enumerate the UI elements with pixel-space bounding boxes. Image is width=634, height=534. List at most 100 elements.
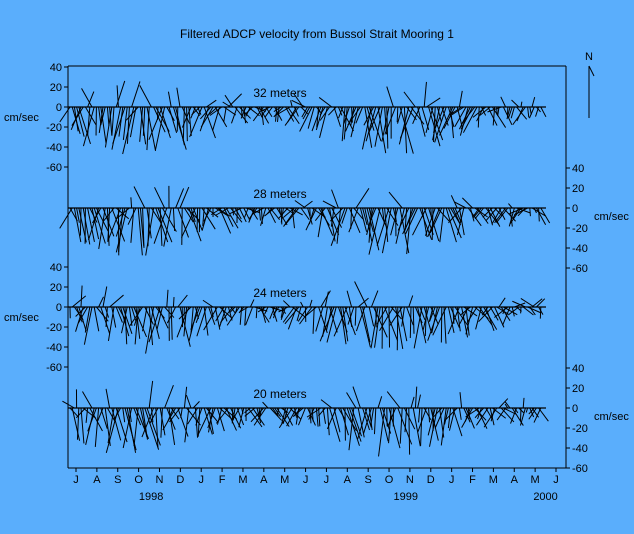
velocity-stick <box>459 306 471 316</box>
velocity-stick <box>494 306 509 318</box>
velocity-stick <box>150 407 154 423</box>
velocity-stick <box>178 306 192 320</box>
velocity-stick <box>104 106 113 148</box>
x-month-label: D <box>427 474 435 486</box>
velocity-stick <box>520 101 523 108</box>
x-year-label: 1998 <box>139 491 163 503</box>
velocity-stick <box>509 207 524 215</box>
velocity-stick <box>71 106 84 126</box>
velocity-stick <box>188 207 202 242</box>
velocity-stick <box>531 96 536 108</box>
velocity-stick <box>519 407 526 426</box>
velocity-stick <box>432 407 443 418</box>
velocity-stick <box>364 106 373 148</box>
velocity-stick <box>368 106 382 142</box>
velocity-stick <box>127 207 137 225</box>
panel-20-meters: 40 20 0 -20 -40 -60 cm/sec 20 meters <box>62 363 629 475</box>
velocity-stick <box>230 106 238 124</box>
velocity-stick <box>412 207 427 236</box>
velocity-stick <box>337 106 343 116</box>
velocity-stick <box>522 306 534 316</box>
velocity-stick <box>189 106 203 138</box>
velocity-stick <box>257 306 267 313</box>
x-month-label: M <box>280 474 289 486</box>
velocity-stick <box>338 106 344 119</box>
velocity-stick <box>145 306 155 354</box>
velocity-stick <box>378 407 386 457</box>
velocity-stick <box>91 207 100 240</box>
velocity-stick <box>384 106 397 135</box>
velocity-stick <box>210 207 223 216</box>
velocity-stick <box>479 106 491 116</box>
velocity-stick <box>129 306 144 327</box>
velocity-stick <box>487 106 502 113</box>
velocity-stick <box>445 207 457 243</box>
velocity-stick <box>76 106 85 137</box>
velocity-stick <box>183 386 188 409</box>
velocity-stick <box>159 207 163 246</box>
velocity-stick <box>368 306 375 327</box>
velocity-stick <box>277 106 280 123</box>
velocity-stick <box>330 207 346 246</box>
velocity-stick <box>148 306 154 346</box>
velocity-stick <box>139 85 152 108</box>
velocity-stick <box>216 407 225 432</box>
velocity-stick <box>329 207 336 242</box>
velocity-stick <box>106 106 110 127</box>
velocity-stick <box>168 407 176 446</box>
x-month-label: M <box>531 474 540 486</box>
velocity-stick <box>280 306 287 314</box>
velocity-stick <box>176 87 181 108</box>
velocity-stick <box>364 207 373 242</box>
velocity-stick <box>514 207 528 216</box>
x-month-label: A <box>511 474 519 486</box>
velocity-stick <box>202 299 214 308</box>
velocity-stick <box>259 407 262 417</box>
velocity-stick <box>474 207 488 218</box>
north-label: N <box>585 51 593 63</box>
velocity-stick <box>423 306 432 334</box>
velocity-stick <box>222 101 231 108</box>
velocity-stick <box>447 306 455 333</box>
velocity-stick <box>340 306 347 345</box>
velocity-stick <box>481 306 489 316</box>
velocity-stick <box>346 290 353 308</box>
velocity-stick <box>199 106 212 120</box>
velocity-stick <box>434 106 447 143</box>
velocity-stick <box>278 207 289 219</box>
velocity-stick <box>448 207 462 224</box>
velocity-stick <box>366 207 375 235</box>
velocity-stick <box>399 407 403 444</box>
velocity-stick <box>226 306 240 326</box>
velocity-stick <box>318 407 326 417</box>
velocity-stick <box>112 106 126 144</box>
velocity-stick <box>319 106 331 121</box>
velocity-stick <box>80 285 83 308</box>
velocity-stick <box>498 398 509 409</box>
velocity-stick <box>397 207 410 231</box>
velocity-stick <box>329 407 341 442</box>
velocity-stick <box>540 106 547 118</box>
velocity-stick <box>406 306 414 326</box>
velocity-stick <box>187 407 199 425</box>
velocity-stick <box>115 306 123 323</box>
velocity-stick <box>461 197 473 209</box>
velocity-stick <box>102 207 115 223</box>
velocity-stick <box>157 306 169 329</box>
velocity-stick <box>410 396 415 409</box>
y-tick-label: 0 <box>572 403 578 415</box>
velocity-stick <box>489 207 501 227</box>
velocity-stick <box>256 407 262 424</box>
velocity-stick <box>175 188 185 209</box>
velocity-stick <box>465 407 475 429</box>
velocity-stick <box>458 207 465 236</box>
velocity-stick <box>412 407 421 447</box>
velocity-stick <box>440 407 447 446</box>
velocity-stick <box>273 106 284 118</box>
velocity-stick <box>294 200 306 209</box>
velocity-stick <box>510 106 515 119</box>
velocity-stick <box>280 306 284 318</box>
velocity-stick <box>224 94 234 108</box>
velocity-stick <box>181 106 192 128</box>
velocity-stick <box>111 106 115 136</box>
